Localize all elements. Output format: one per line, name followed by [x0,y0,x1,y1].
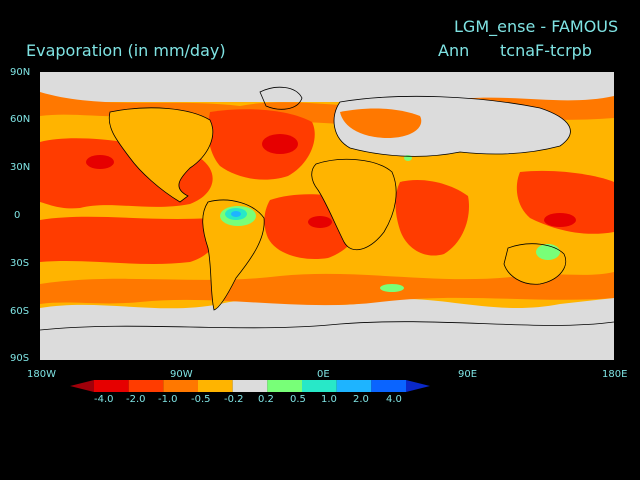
colorbar-high-arrow [406,380,430,392]
experiment-title: LGM_ense - FAMOUS [454,17,619,36]
arctic-grey-band [40,72,614,102]
lon-label-180w: 180W [27,369,56,380]
lat-label-60s: 60S [10,306,30,317]
lat-label-30s: 30S [10,258,30,269]
south-america-land [202,199,265,310]
colorbar-label-m4: -4.0 [94,394,114,405]
lat-label-30n: 30N [10,162,31,173]
dark-red-atlantic-spot [262,134,298,154]
colorbar-label-p02: 0.2 [258,394,274,405]
colorbar [70,380,430,392]
lon-label-90e: 90E [458,369,478,380]
lon-label-0e: 0E [317,369,330,380]
colorbar-label-m1: -1.0 [158,394,178,405]
lon-label-90w: 90W [170,369,193,380]
southern-ocean-green [380,284,404,292]
colorbar-label-m2: -2.0 [126,394,146,405]
amazon-blue [231,211,241,217]
south-orange-belt [40,272,614,306]
colorbar-box [163,380,198,392]
southern-grey-band [40,298,614,326]
colorbar-box [302,380,337,392]
indian-ocean-red [395,179,469,256]
colorbar-box [232,380,268,392]
colorbar-label-p05: 0.5 [290,394,306,405]
north-atlantic-red [208,109,315,180]
west-pacific-red [516,170,614,234]
colorbar-box [128,380,164,392]
colorbar-label-m02: -0.2 [224,394,244,405]
europe-orange [340,108,422,138]
coastlines [40,86,614,331]
difference-label: tcnaF-tcrpb [500,41,592,60]
antarctic-grey-band [40,322,614,360]
colorbar-label-p1: 1.0 [321,394,337,405]
evaporation-map [40,72,614,360]
season-label: Ann [438,41,470,60]
lat-label-90n: 90N [10,67,31,78]
colorbar-box [267,380,302,392]
colorbar-box [371,380,406,392]
colorbar-box [198,380,233,392]
lat-label-60n: 60N [10,114,31,125]
colorbar-low-arrow [70,380,94,392]
south-pacific-red [40,216,218,264]
north-america-land [109,107,213,202]
dark-red-pacific-spot [86,155,114,169]
lon-label-180e: 180E [602,369,628,380]
colorbar-label-p2: 2.0 [353,394,369,405]
colorbar-label-p4: 4.0 [386,394,402,405]
colorbar-label-m05: -0.5 [191,394,211,405]
africa-land [311,159,397,250]
colorbar-box [336,380,372,392]
australia-green [536,244,560,260]
dark-red-west-pacific-spot [544,213,576,227]
colorbar-box [94,380,129,392]
lat-label-0: 0 [14,210,21,221]
lat-label-90s: 90S [10,353,30,364]
variable-title: Evaporation (in mm/day) [26,41,226,60]
dark-red-south-atlantic-spot [308,216,332,228]
